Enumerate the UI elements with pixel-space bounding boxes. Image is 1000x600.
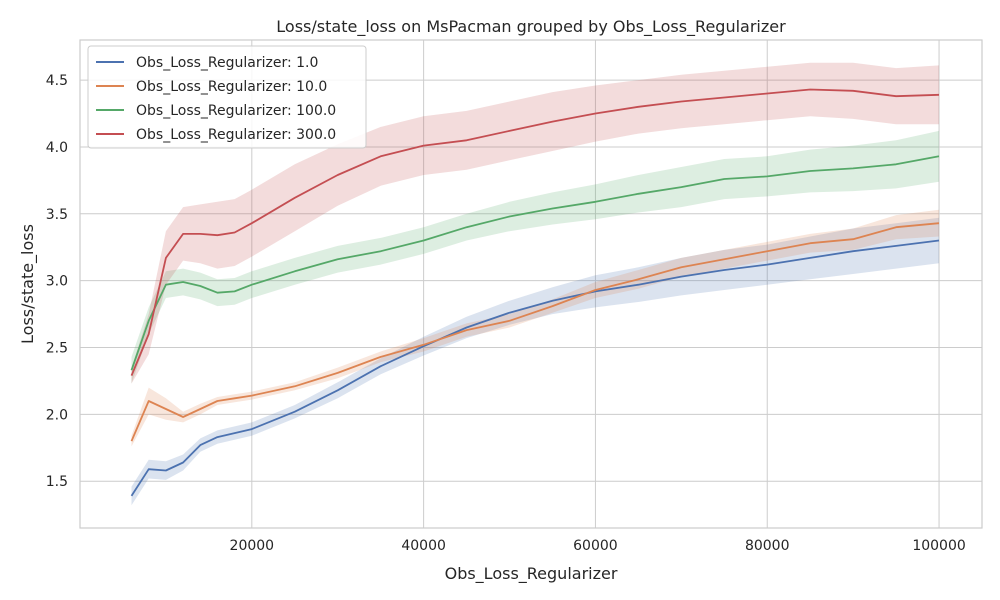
confidence-bands [131,62,939,506]
confidence-band-series-1 [131,209,939,447]
confidence-band-series-2 [131,130,939,384]
y-axis-label: Loss/state_loss [18,224,38,344]
series-line-2 [130,155,940,371]
legend-label-0: Obs_Loss_Regularizer: 1.0 [136,55,318,71]
legend-box [87,45,367,149]
x-tick-label: 60000 [573,538,618,554]
confidence-band-series-0 [131,217,939,506]
legend-label-1: Obs_Loss_Regularizer: 10.0 [136,79,327,95]
x-tick-label: 80000 [745,538,790,554]
y-tick-label: 3.5 [46,207,68,223]
y-tick-label: 3.0 [46,274,68,290]
y-tick-label: 2.5 [46,341,68,357]
x-tick-label: 100000 [912,538,965,554]
x-tick-label: 20000 [230,538,275,554]
legend-label-2: Obs_Loss_Regularizer: 100.0 [136,103,336,119]
y-tick-label: 4.5 [46,73,68,89]
confidence-band-series-3 [131,62,939,384]
x-tick-label: 40000 [401,538,446,554]
legend-label-3: Obs_Loss_Regularizer: 300.0 [136,127,336,143]
grid-lines [80,40,982,528]
series-line-3 [130,88,940,376]
chart-title: Loss/state_loss on MsPacman grouped by O… [276,17,786,37]
y-tick-label: 1.5 [46,474,68,490]
x-axis-label: Obs_Loss_Regularizer [445,564,618,584]
y-tick-label: 4.0 [46,140,68,156]
series-line-1 [130,222,940,442]
plot-frame [79,39,983,529]
series-lines [130,88,940,497]
y-tick-labels: 1.5 2.0 2.5 3.0 3.5 4.0 4.5 [46,73,68,490]
y-tick-label: 2.0 [46,407,68,423]
x-tick-labels: 20000 40000 60000 80000 100000 [230,538,966,554]
legend: Obs_Loss_Regularizer: 1.0 Obs_Loss_Regula… [87,45,367,149]
